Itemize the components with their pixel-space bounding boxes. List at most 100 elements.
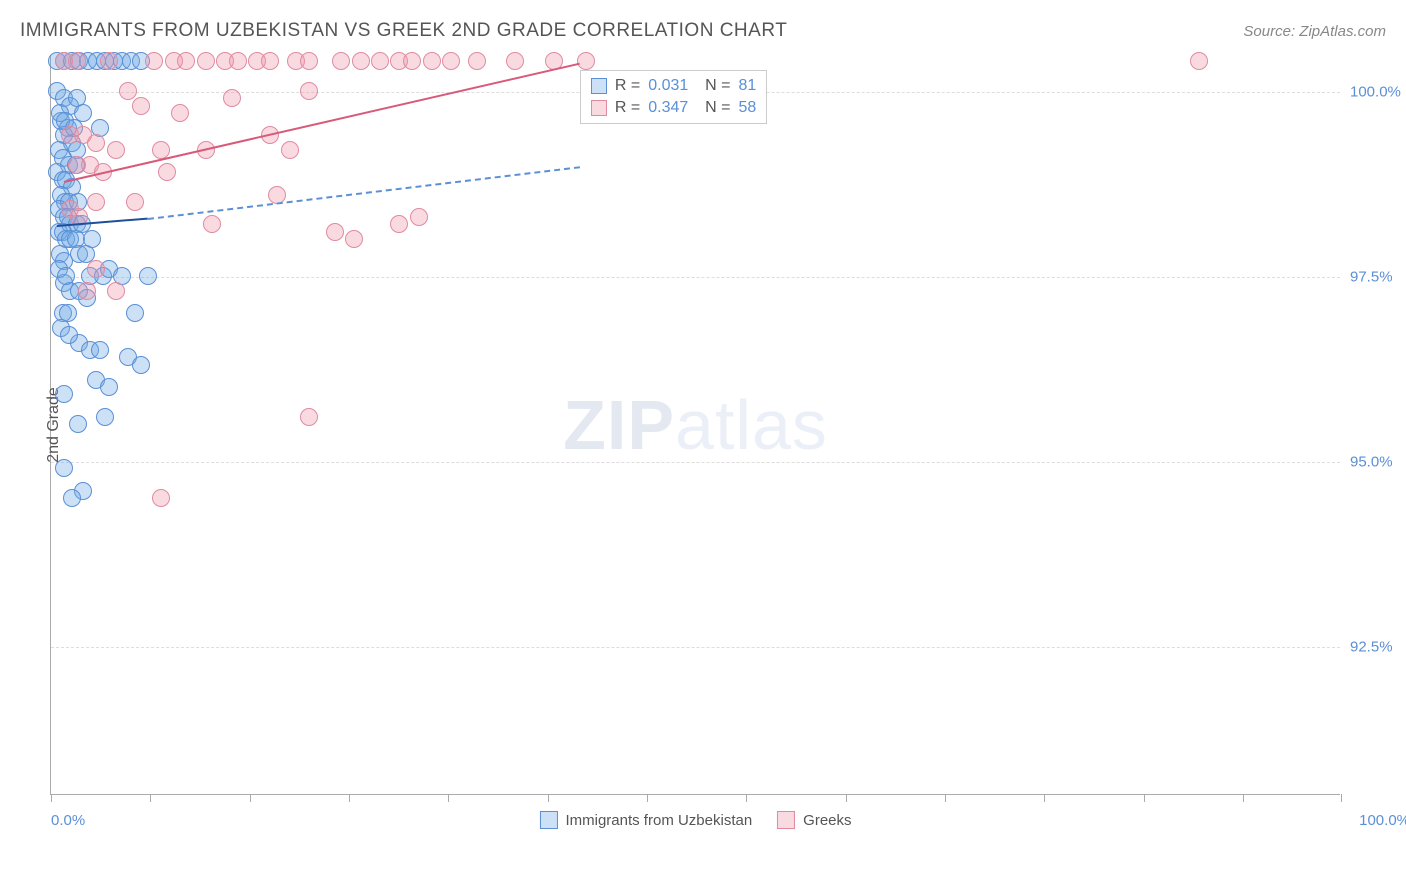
- gridline: [51, 462, 1340, 463]
- data-point-greeks: [171, 104, 189, 122]
- legend-swatch: [539, 811, 557, 829]
- x-tick: [1341, 794, 1342, 802]
- data-point-greeks: [107, 141, 125, 159]
- gridline: [51, 277, 1340, 278]
- data-point-greeks: [468, 52, 486, 70]
- trend-line: [148, 166, 580, 220]
- x-tick: [1044, 794, 1045, 802]
- legend-label: Immigrants from Uzbekistan: [565, 812, 752, 829]
- data-point-greeks: [229, 52, 247, 70]
- stats-n-label: N =: [696, 77, 730, 95]
- data-point-greeks: [223, 89, 241, 107]
- legend: Immigrants from Uzbekistan Greeks: [539, 811, 851, 829]
- data-point-greeks: [506, 52, 524, 70]
- data-point-uzbekistan: [139, 267, 157, 285]
- data-point-greeks: [300, 82, 318, 100]
- y-tick-label: 100.0%: [1350, 84, 1406, 101]
- data-point-uzbekistan: [100, 378, 118, 396]
- data-point-greeks: [352, 52, 370, 70]
- stats-n-label: N =: [696, 99, 730, 117]
- data-point-greeks: [87, 134, 105, 152]
- data-point-greeks: [87, 260, 105, 278]
- data-point-greeks: [300, 408, 318, 426]
- data-point-greeks: [371, 52, 389, 70]
- scatter-plot-area: 2nd Grade ZIPatlas 0.0% 100.0% Immigrant…: [50, 55, 1340, 795]
- legend-item-uzbekistan: Immigrants from Uzbekistan: [539, 811, 752, 829]
- data-point-greeks: [410, 208, 428, 226]
- x-tick: [51, 794, 52, 802]
- data-point-greeks: [203, 215, 221, 233]
- x-axis-max-label: 100.0%: [1359, 812, 1406, 829]
- data-point-uzbekistan: [55, 385, 73, 403]
- x-tick: [647, 794, 648, 802]
- legend-label: Greeks: [803, 812, 851, 829]
- data-point-uzbekistan: [57, 267, 75, 285]
- x-tick: [250, 794, 251, 802]
- data-point-greeks: [100, 52, 118, 70]
- data-point-greeks: [345, 230, 363, 248]
- data-point-greeks: [145, 52, 163, 70]
- data-point-greeks: [577, 52, 595, 70]
- data-point-uzbekistan: [83, 230, 101, 248]
- stats-n-value: 58: [739, 99, 757, 117]
- x-tick: [548, 794, 549, 802]
- data-point-greeks: [87, 193, 105, 211]
- data-point-greeks: [78, 282, 96, 300]
- x-axis-min-label: 0.0%: [51, 812, 85, 829]
- x-tick: [1144, 794, 1145, 802]
- x-tick: [150, 794, 151, 802]
- data-point-greeks: [281, 141, 299, 159]
- data-point-uzbekistan: [55, 459, 73, 477]
- stats-swatch: [591, 100, 607, 116]
- data-point-greeks: [119, 82, 137, 100]
- x-tick: [349, 794, 350, 802]
- data-point-greeks: [177, 52, 195, 70]
- data-point-greeks: [326, 223, 344, 241]
- data-point-uzbekistan: [60, 326, 78, 344]
- data-point-uzbekistan: [126, 304, 144, 322]
- trend-line: [64, 62, 580, 182]
- stats-n-value: 81: [739, 77, 757, 95]
- stats-r-value: 0.031: [648, 77, 688, 95]
- data-point-greeks: [390, 215, 408, 233]
- stats-row-greeks: R = 0.347 N = 58: [591, 99, 756, 117]
- stats-row-uzbekistan: R = 0.031 N = 81: [591, 77, 756, 95]
- x-tick: [746, 794, 747, 802]
- data-point-greeks: [300, 52, 318, 70]
- stats-r-value: 0.347: [648, 99, 688, 117]
- data-point-greeks: [132, 97, 150, 115]
- stats-box: R = 0.031 N = 81 R = 0.347 N = 58: [580, 70, 767, 124]
- x-tick: [1243, 794, 1244, 802]
- x-tick: [846, 794, 847, 802]
- data-point-greeks: [158, 163, 176, 181]
- legend-item-greeks: Greeks: [777, 811, 851, 829]
- data-point-greeks: [261, 52, 279, 70]
- data-point-greeks: [442, 52, 460, 70]
- data-point-greeks: [403, 52, 421, 70]
- x-tick: [945, 794, 946, 802]
- data-point-uzbekistan: [69, 415, 87, 433]
- stats-swatch: [591, 78, 607, 94]
- watermark: ZIPatlas: [563, 385, 828, 465]
- source-attribution: Source: ZipAtlas.com: [1243, 23, 1386, 40]
- data-point-greeks: [107, 282, 125, 300]
- data-point-greeks: [152, 489, 170, 507]
- chart-title: IMMIGRANTS FROM UZBEKISTAN VS GREEK 2ND …: [20, 20, 787, 42]
- y-tick-label: 95.0%: [1350, 454, 1406, 471]
- stats-r-label: R =: [615, 99, 640, 117]
- data-point-greeks: [197, 52, 215, 70]
- data-point-greeks: [126, 193, 144, 211]
- y-tick-label: 92.5%: [1350, 639, 1406, 656]
- data-point-greeks: [1190, 52, 1208, 70]
- data-point-uzbekistan: [63, 489, 81, 507]
- x-tick: [448, 794, 449, 802]
- data-point-greeks: [68, 52, 86, 70]
- data-point-uzbekistan: [96, 408, 114, 426]
- data-point-uzbekistan: [91, 341, 109, 359]
- gridline: [51, 647, 1340, 648]
- data-point-greeks: [423, 52, 441, 70]
- legend-swatch: [777, 811, 795, 829]
- data-point-greeks: [332, 52, 350, 70]
- data-point-uzbekistan: [132, 356, 150, 374]
- y-tick-label: 97.5%: [1350, 269, 1406, 286]
